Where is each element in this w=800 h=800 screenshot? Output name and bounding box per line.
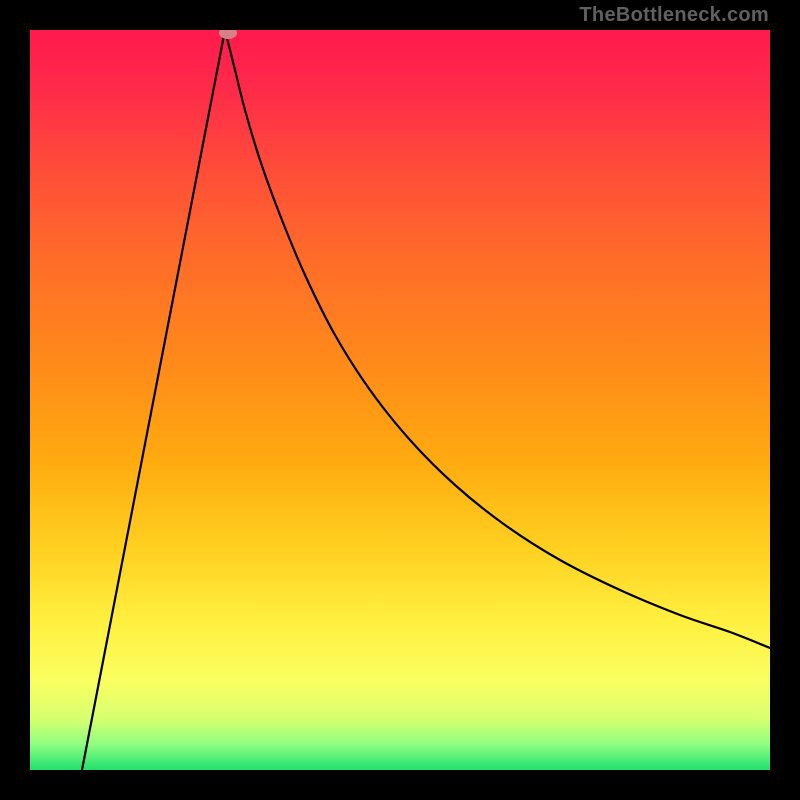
curve-layer [30, 30, 770, 770]
vertex-marker [219, 30, 237, 39]
curve-left-branch [82, 30, 225, 770]
plot-area [30, 30, 770, 770]
watermark-text: TheBottleneck.com [579, 4, 769, 27]
curve-right-branch [225, 30, 770, 648]
chart-frame: TheBottleneck.com [0, 0, 800, 800]
